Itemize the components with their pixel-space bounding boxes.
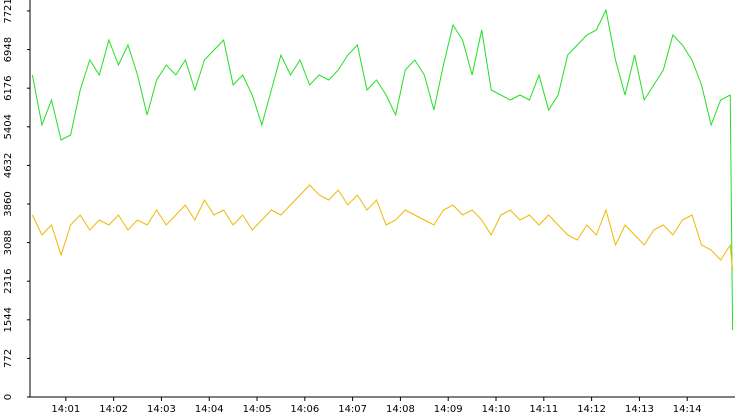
- x-tick-label: 14:05: [243, 404, 272, 415]
- y-tick-label: 3088: [3, 230, 14, 255]
- x-tick-label: 14:06: [290, 404, 319, 415]
- x-tick-label: 14:09: [434, 404, 463, 415]
- y-tick-label: 5404: [3, 114, 14, 139]
- x-tick-label: 14:10: [482, 404, 511, 415]
- x-tick-label: 14:08: [386, 404, 415, 415]
- x-tick-label: 14:14: [673, 404, 702, 415]
- y-tick-label: 2316: [3, 268, 14, 293]
- y-tick-label: 3860: [3, 191, 14, 216]
- y-tick-label: 4632: [3, 153, 14, 178]
- y-tick-label: 772: [3, 349, 14, 368]
- x-tick-label: 14:04: [195, 404, 224, 415]
- y-tick-label: 6948: [3, 37, 14, 62]
- x-tick-label: 14:12: [577, 404, 606, 415]
- y-tick-label: 6176: [3, 75, 14, 100]
- x-tick-label: 14:03: [147, 404, 176, 415]
- x-tick-label: 14:13: [625, 404, 654, 415]
- series-line: [31, 8, 734, 331]
- y-tick-label: 0: [3, 394, 14, 400]
- x-tick-label: 14:11: [529, 404, 558, 415]
- x-tick-label: 14:01: [51, 404, 80, 415]
- y-tick-label: 1544: [3, 307, 14, 332]
- x-tick-label: 14:07: [338, 404, 367, 415]
- series-line: [31, 184, 734, 271]
- x-tick-label: 14:02: [99, 404, 128, 415]
- y-tick-label: 7721: [3, 0, 14, 24]
